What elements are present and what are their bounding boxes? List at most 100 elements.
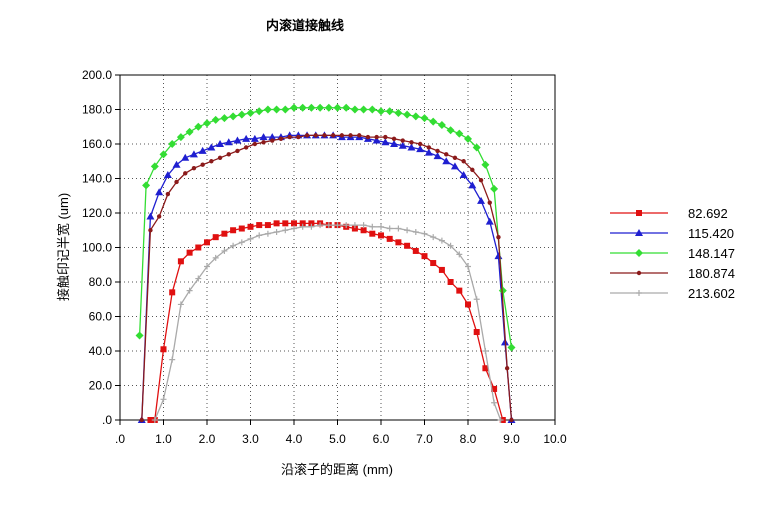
y-axis-title: 接触印记半宽 (um) xyxy=(56,193,71,301)
data-point xyxy=(221,247,228,254)
data-point xyxy=(160,396,167,403)
data-point xyxy=(291,225,297,232)
data-point xyxy=(139,417,144,423)
data-point xyxy=(198,146,207,154)
data-point xyxy=(369,230,376,237)
data-point xyxy=(216,140,225,147)
data-point xyxy=(456,287,463,294)
data-point xyxy=(189,150,198,158)
data-point xyxy=(409,140,414,145)
series-2 xyxy=(137,131,516,423)
y-tick-label: 20.0 xyxy=(89,379,113,393)
data-point xyxy=(395,225,402,232)
data-point xyxy=(372,136,381,144)
data-point xyxy=(246,108,255,117)
data-point xyxy=(369,223,376,230)
data-point xyxy=(456,251,463,258)
data-point xyxy=(435,148,440,154)
data-point xyxy=(481,160,490,169)
data-point xyxy=(296,134,301,140)
data-point xyxy=(417,141,423,147)
data-point xyxy=(487,200,492,205)
data-point xyxy=(256,222,263,229)
data-point xyxy=(461,159,466,164)
data-point xyxy=(324,103,333,112)
x-tick-label: 8.0 xyxy=(460,432,477,446)
x-tick-label: 1.0 xyxy=(155,432,172,446)
data-point xyxy=(498,286,507,295)
data-point xyxy=(211,115,220,124)
legend-item: 213.602 xyxy=(610,286,735,301)
data-point xyxy=(250,134,259,142)
data-point xyxy=(378,223,384,230)
data-point xyxy=(185,127,194,136)
data-point xyxy=(242,134,251,142)
data-point xyxy=(411,112,420,121)
data-point xyxy=(270,138,275,143)
data-point xyxy=(186,249,193,256)
data-point xyxy=(174,179,179,185)
data-point xyxy=(348,133,353,138)
data-point xyxy=(339,133,345,138)
data-point xyxy=(156,214,162,219)
data-point xyxy=(212,234,219,241)
data-point xyxy=(220,114,229,123)
data-point xyxy=(247,235,254,242)
data-point xyxy=(470,167,475,173)
data-point xyxy=(395,239,402,246)
data-point xyxy=(403,110,412,119)
data-point xyxy=(450,162,459,170)
data-point xyxy=(147,417,154,423)
data-point xyxy=(482,365,489,372)
data-point xyxy=(298,103,307,112)
data-point xyxy=(504,366,510,371)
data-point xyxy=(473,329,480,336)
data-point xyxy=(209,159,214,164)
data-point xyxy=(398,141,407,149)
series-group xyxy=(135,103,516,423)
data-point xyxy=(155,188,164,196)
data-point xyxy=(308,223,315,230)
legend-item: 115.420 xyxy=(610,226,734,241)
data-point xyxy=(464,134,472,143)
data-point xyxy=(261,140,266,145)
data-point xyxy=(468,181,477,189)
data-point xyxy=(473,296,480,303)
data-point xyxy=(421,230,428,237)
data-point xyxy=(390,140,399,147)
data-point xyxy=(447,279,454,285)
y-tick-label: 160.0 xyxy=(82,137,112,151)
data-point xyxy=(381,138,390,146)
data-point xyxy=(491,399,498,406)
data-point xyxy=(313,133,318,138)
legend-label: 148.147 xyxy=(688,246,735,261)
series-line xyxy=(138,107,513,348)
data-point xyxy=(433,152,442,160)
data-point xyxy=(482,348,489,354)
data-point xyxy=(200,162,205,167)
x-tick-label: 4.0 xyxy=(286,432,303,446)
y-tick-label: 120.0 xyxy=(82,206,112,220)
legend-label: 82.692 xyxy=(688,206,728,221)
data-point xyxy=(259,133,268,141)
data-point xyxy=(195,244,202,251)
data-point xyxy=(191,165,197,171)
data-point xyxy=(442,157,451,165)
x-tick-label: 9.0 xyxy=(503,432,520,446)
data-point xyxy=(287,134,292,140)
data-point xyxy=(491,385,498,392)
data-point xyxy=(176,133,185,142)
data-point xyxy=(247,223,254,230)
data-point xyxy=(330,133,336,138)
data-point xyxy=(368,105,377,114)
series-1 xyxy=(147,220,506,423)
data-point xyxy=(351,222,358,229)
data-point xyxy=(342,103,351,112)
data-point xyxy=(343,222,350,229)
data-point xyxy=(299,223,306,230)
data-point xyxy=(291,220,297,227)
data-point xyxy=(186,287,193,294)
data-point xyxy=(357,133,362,138)
data-point xyxy=(169,289,176,296)
